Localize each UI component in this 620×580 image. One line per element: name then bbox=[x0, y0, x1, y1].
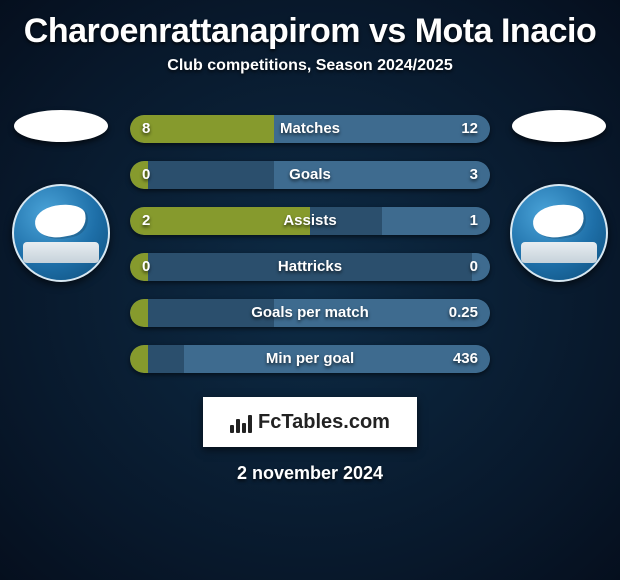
stat-row: 812Matches bbox=[130, 115, 490, 143]
page-title: Charoenrattanapirom vs Mota Inacio bbox=[0, 8, 620, 57]
date-text: 2 november 2024 bbox=[0, 463, 620, 484]
flag-right-icon bbox=[512, 110, 606, 142]
club-badge-right-icon bbox=[510, 184, 608, 282]
stat-label: Matches bbox=[130, 115, 490, 143]
player-left-side bbox=[12, 110, 110, 282]
stat-row: 00Hattricks bbox=[130, 253, 490, 281]
player-right-side bbox=[510, 110, 608, 282]
stat-label: Min per goal bbox=[130, 345, 490, 373]
comparison-card: Charoenrattanapirom vs Mota Inacio Club … bbox=[0, 0, 620, 484]
stat-row: 436Min per goal bbox=[130, 345, 490, 373]
subtitle: Club competitions, Season 2024/2025 bbox=[0, 57, 620, 75]
brand-chart-icon bbox=[230, 411, 252, 433]
flag-left-icon bbox=[14, 110, 108, 142]
stat-bars: 812Matches 03Goals 21Assists 00Hattricks 0.2… bbox=[130, 115, 490, 373]
brand-badge: FcTables.com bbox=[203, 397, 417, 447]
stat-row: 21Assists bbox=[130, 207, 490, 235]
brand-text: FcTables.com bbox=[258, 411, 390, 434]
club-badge-left-icon bbox=[12, 184, 110, 282]
stat-label: Goals bbox=[130, 161, 490, 189]
stat-row: 0.25Goals per match bbox=[130, 299, 490, 327]
stat-row: 03Goals bbox=[130, 161, 490, 189]
stat-label: Goals per match bbox=[130, 299, 490, 327]
stat-label: Assists bbox=[130, 207, 490, 235]
stat-label: Hattricks bbox=[130, 253, 490, 281]
